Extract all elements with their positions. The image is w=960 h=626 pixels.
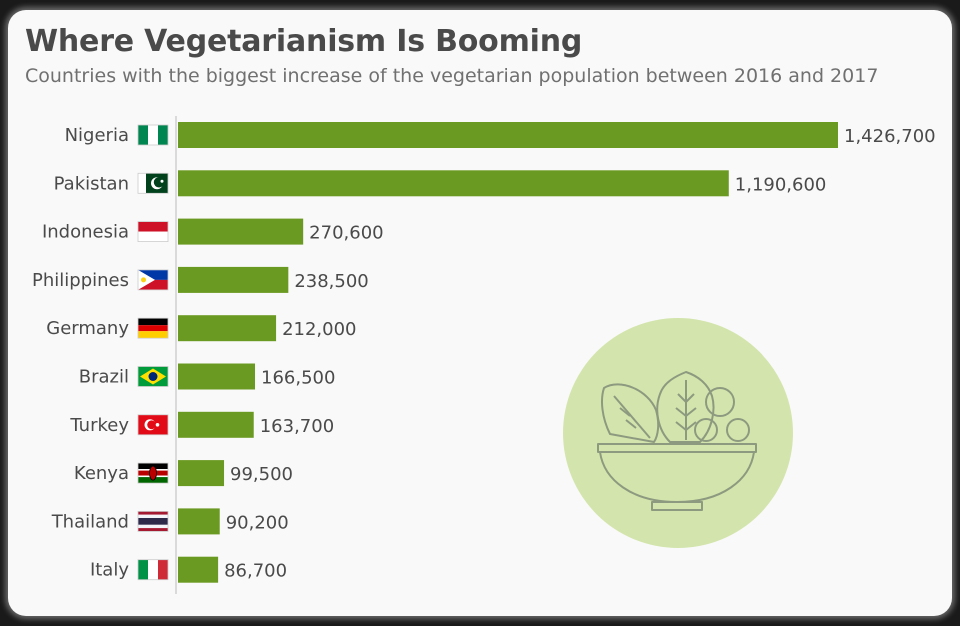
italy-flag-icon [137,559,169,581]
bar-germany [178,315,277,342]
value-label: 90,200 [226,512,289,533]
bar-indonesia [178,218,304,245]
turkey-flag-icon [137,414,169,436]
brazil-flag-icon [137,366,169,387]
category-label: Nigeria [65,125,129,146]
chart-title: Where Vegetarianism Is Booming [25,24,583,59]
nigeria-flag-icon [137,124,169,146]
category-label: Germany [46,318,129,339]
value-label: 1,190,600 [735,174,827,195]
bars-group: Nigeria 1,426,700 Pakistan 1,190,600 Indones… [32,122,936,583]
value-label: 212,000 [282,319,356,340]
thailand-flag-icon [137,510,169,532]
bar-kenya [178,460,225,487]
category-label: Thailand [51,511,129,532]
pakistan-flag-icon [137,172,169,194]
salad-bowl-icon [563,318,793,548]
bar-philippines [178,266,289,293]
category-label: Kenya [74,463,129,484]
bar-italy [178,556,219,583]
value-label: 238,500 [294,271,368,292]
germany-flag-icon [137,317,169,339]
category-label: Indonesia [42,222,129,243]
bar-turkey [178,411,254,438]
value-label: 1,426,700 [844,126,936,147]
kenya-flag-icon [137,462,169,484]
value-label: 86,700 [224,561,287,582]
bar-pakistan [178,170,729,197]
category-label: Philippines [32,270,129,291]
value-label: 166,500 [261,368,335,389]
value-label: 163,700 [260,416,334,437]
bar-chart: Nigeria 1,426,700 Pakistan 1,190,600 Indones… [32,116,936,594]
value-label: 270,600 [309,223,383,244]
chart-card: Where Vegetarianism Is Booming Countries… [8,10,952,616]
category-label: Turkey [69,415,129,436]
bar-nigeria [178,122,838,148]
category-label: Italy [90,560,129,581]
bar-brazil [178,363,256,390]
category-label: Brazil [79,367,129,388]
philippines-flag-icon [137,269,169,291]
category-label: Pakistan [54,173,129,194]
bar-thailand [178,508,220,535]
chart-subtitle: Countries with the biggest increase of t… [25,65,879,87]
indonesia-flag-icon [137,221,169,243]
value-label: 99,500 [230,464,293,485]
